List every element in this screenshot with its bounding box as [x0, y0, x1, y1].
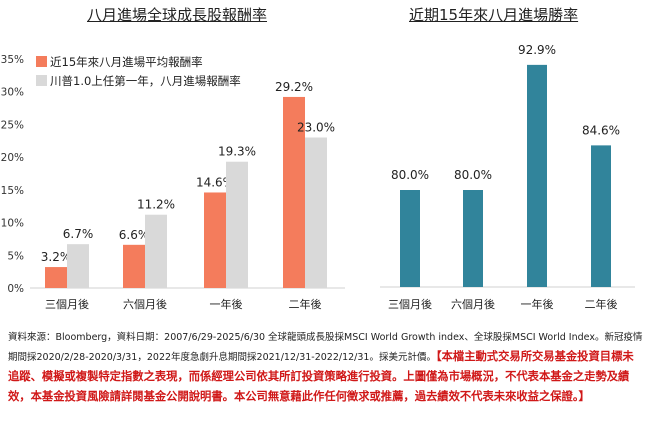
x-tick-label: 一年後	[210, 297, 243, 311]
bar	[45, 267, 67, 288]
disclaimer: 【本檔主動式交易所交易基金投資目標未追蹤、模擬或複製特定指數之表現，而係經理公司…	[8, 350, 634, 403]
source-note: 資料來源：Bloomberg，資料日期：2007/6/29-2025/6/30 …	[8, 332, 643, 363]
bar	[591, 145, 611, 287]
data-label: 11.2%	[137, 198, 175, 212]
y-tick-label: 35%	[1, 54, 24, 66]
x-tick-label: 三個月後	[388, 297, 432, 311]
bar	[463, 190, 483, 287]
bar	[305, 137, 327, 288]
bar	[283, 96, 305, 288]
x-tick-label: 二年後	[585, 297, 618, 311]
y-tick-label: 20%	[1, 152, 24, 164]
x-tick-label: 六個月後	[123, 297, 167, 311]
legend-item: 川普1.0上任第一年，八月進場報酬率	[36, 71, 241, 90]
x-tick-label: 三個月後	[45, 297, 89, 311]
legend-item: 近15年來八月進場平均報酬率	[36, 52, 241, 71]
data-label: 3.2%	[41, 250, 72, 264]
data-label: 6.7%	[63, 227, 94, 241]
left-chart-title: 八月進場全球成長股報酬率	[87, 6, 268, 24]
footnote: 資料來源：Bloomberg，資料日期：2007/6/29-2025/6/30 …	[8, 328, 644, 407]
x-tick-label: 六個月後	[451, 297, 495, 311]
bar	[226, 161, 248, 288]
legend-swatch	[36, 56, 47, 67]
right-chart-title: 近期15年來八月進場勝率	[409, 6, 579, 24]
y-tick-label: 5%	[7, 250, 24, 262]
y-tick-label: 10%	[1, 218, 24, 230]
legend-label: 川普1.0上任第一年，八月進場報酬率	[50, 73, 241, 88]
bar	[204, 192, 226, 288]
data-label: 84.6%	[582, 123, 620, 137]
x-tick-label: 二年後	[289, 297, 322, 311]
y-tick-label: 25%	[1, 119, 24, 131]
charts-svg: 0% 5% 10% 15% 20% 25% 30% 35% 3.2% 6.7% 三個月後 6.6% 11…	[1, 43, 635, 311]
bar	[67, 244, 89, 288]
y-tick-label: 0%	[7, 283, 24, 295]
data-label: 80.0%	[454, 168, 492, 182]
legend: 近15年來八月進場平均報酬率 川普1.0上任第一年，八月進場報酬率	[36, 52, 241, 90]
y-tick-label: 15%	[1, 185, 24, 197]
legend-swatch	[36, 75, 47, 86]
bar	[123, 244, 145, 288]
y-tick-label: 30%	[1, 87, 24, 99]
data-label: 19.3%	[218, 145, 256, 159]
legend-label: 近15年來八月進場平均報酬率	[50, 54, 203, 69]
data-label: 6.6%	[119, 228, 150, 242]
data-label: 14.6%	[196, 175, 234, 189]
bar	[145, 214, 167, 288]
bar	[527, 64, 547, 288]
data-label: 23.0%	[297, 121, 335, 135]
data-label: 80.0%	[391, 168, 429, 182]
data-label: 29.2%	[275, 80, 313, 94]
x-tick-label: 一年後	[521, 297, 554, 311]
data-label: 92.9%	[518, 43, 556, 57]
bar	[400, 190, 420, 287]
